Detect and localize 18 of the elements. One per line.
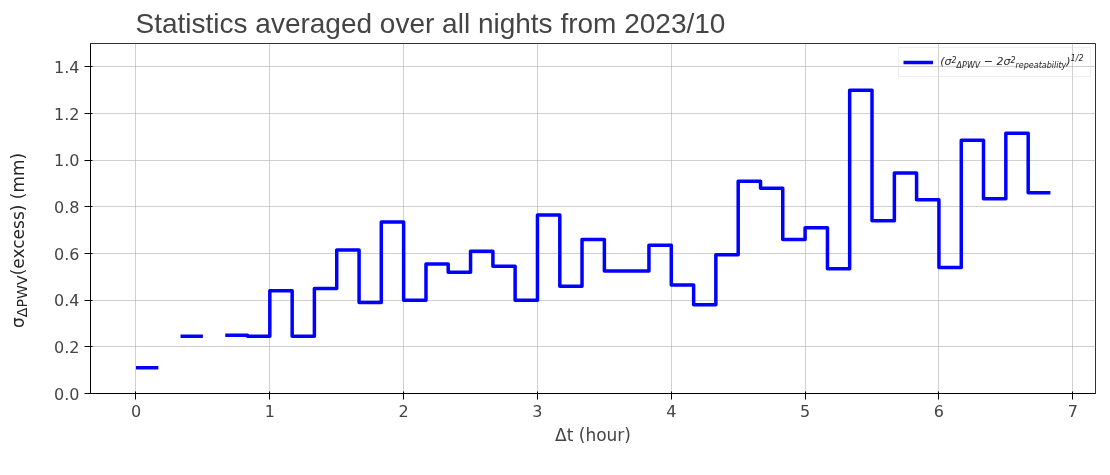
x-tick-label: 5 bbox=[800, 401, 811, 421]
x-tick-label: 1 bbox=[264, 401, 275, 421]
y-tick-label: 1.0 bbox=[54, 151, 80, 171]
y-tick-label: 0.0 bbox=[54, 384, 80, 404]
y-tick-label: 0.4 bbox=[54, 291, 80, 311]
x-axis-title: Δt (hour) bbox=[555, 424, 631, 445]
chart-title: Statistics averaged over all nights from 2023/10 bbox=[135, 7, 726, 39]
x-tick-label: 7 bbox=[1067, 401, 1078, 421]
x-tick-label: 6 bbox=[933, 401, 945, 421]
y-tick-label: 1.4 bbox=[54, 57, 80, 77]
x-tick-label: 0 bbox=[130, 401, 142, 421]
x-tick-label: 4 bbox=[666, 401, 677, 421]
x-tick-label: 3 bbox=[532, 401, 543, 421]
x-tick-label: 2 bbox=[398, 401, 409, 421]
y-tick-label: 1.2 bbox=[54, 104, 80, 124]
y-tick-label: 0.2 bbox=[54, 337, 80, 357]
y-tick-label: 0.6 bbox=[54, 244, 80, 264]
y-tick-label: 0.8 bbox=[54, 197, 80, 217]
